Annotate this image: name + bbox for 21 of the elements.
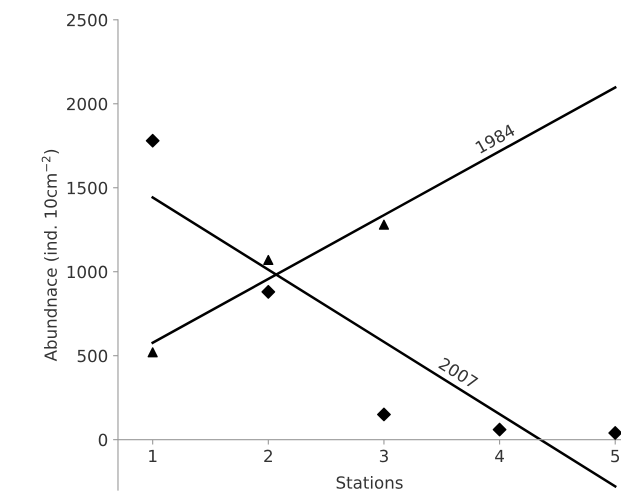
y-tick-label: 0 <box>98 434 108 446</box>
y-axis-title: Abundnace (ind. 10cm$^{−2}$) <box>42 150 59 362</box>
y-tick-label: 1500 <box>68 182 108 194</box>
y-tick-label: 2500 <box>67 14 108 26</box>
point <box>261 284 276 299</box>
point <box>263 254 274 266</box>
x-tick-label: 5 <box>611 450 620 462</box>
point <box>148 347 158 358</box>
point <box>146 134 160 148</box>
y-tick-label: 500 <box>78 350 108 362</box>
y-tick-label: 2000 <box>67 98 108 110</box>
point <box>492 422 506 436</box>
x-tick-label: 1 <box>149 450 156 462</box>
point <box>377 408 391 422</box>
x-tick-label: 3 <box>380 450 388 462</box>
x-tick-label: 4 <box>495 450 504 462</box>
point <box>608 426 621 440</box>
point <box>378 220 390 230</box>
y-tick-label: 1000 <box>68 266 108 278</box>
x-tick-label: 2 <box>264 450 272 462</box>
x-axis-title: Stations <box>336 476 403 489</box>
